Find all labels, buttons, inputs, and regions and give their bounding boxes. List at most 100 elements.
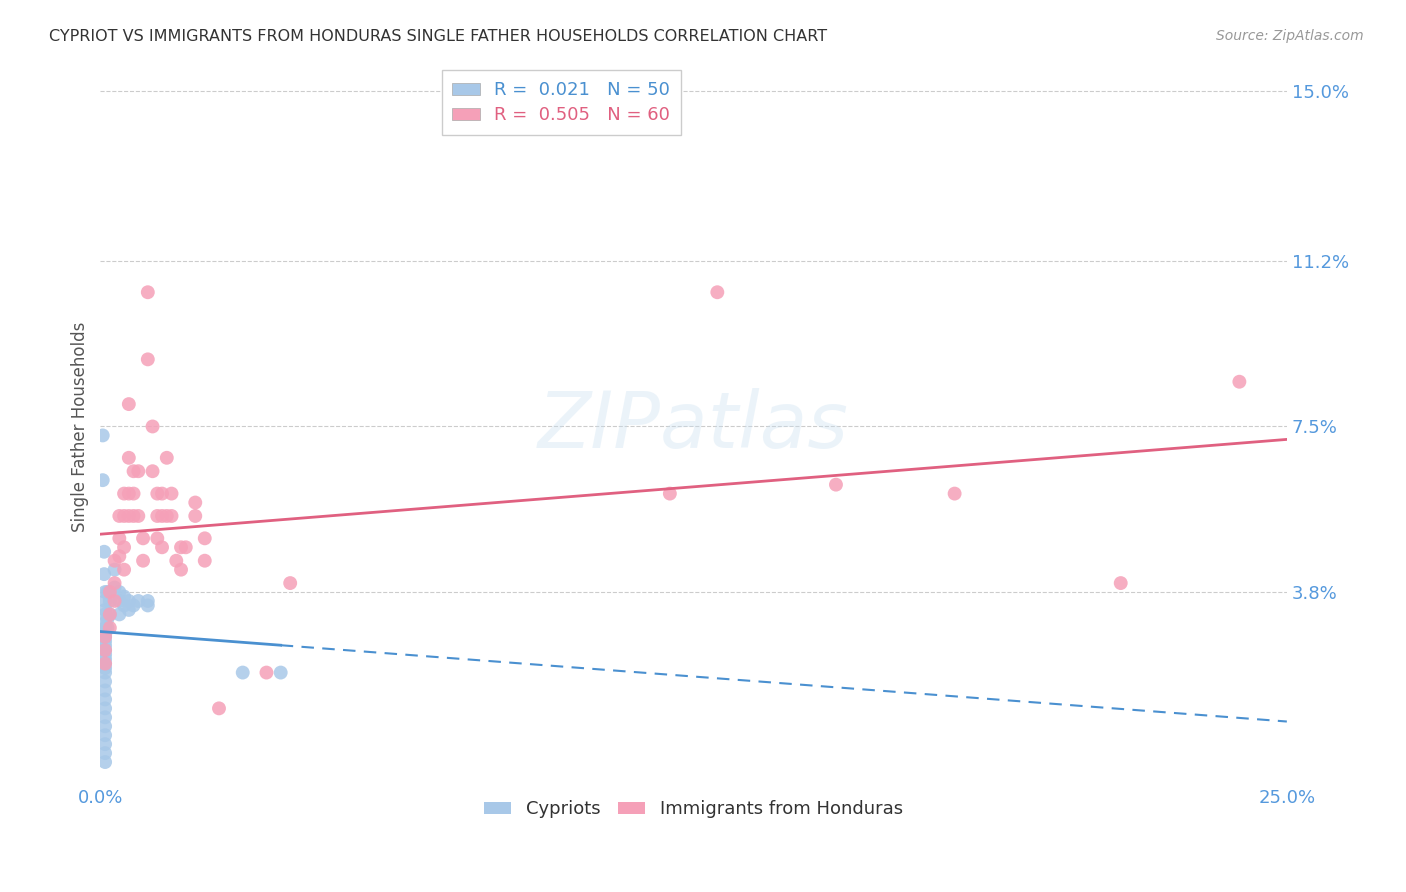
- Point: [94, 621, 117, 635]
- Point: [108, 549, 131, 564]
- Point: [103, 576, 125, 591]
- Text: Source: ZipAtlas.com: Source: ZipAtlas.com: [1216, 29, 1364, 43]
- Point: [112, 486, 135, 500]
- Point: [122, 599, 145, 613]
- Point: [118, 450, 141, 465]
- Point: [94, 616, 117, 631]
- Point: [94, 674, 117, 689]
- Point: [174, 541, 197, 555]
- Point: [94, 657, 117, 671]
- Text: ZIPatlas: ZIPatlas: [538, 389, 849, 465]
- Point: [142, 419, 165, 434]
- Point: [132, 532, 155, 546]
- Point: [94, 665, 117, 680]
- Point: [94, 648, 117, 662]
- Point: [165, 554, 187, 568]
- Point: [96, 585, 118, 599]
- Point: [136, 594, 159, 608]
- Point: [94, 639, 117, 653]
- Point: [122, 464, 145, 478]
- Point: [270, 665, 292, 680]
- Point: [94, 692, 117, 706]
- Point: [94, 634, 117, 648]
- Point: [943, 486, 966, 500]
- Point: [94, 594, 117, 608]
- Point: [103, 594, 125, 608]
- Point: [118, 594, 141, 608]
- Point: [160, 508, 183, 523]
- Point: [94, 746, 117, 760]
- Point: [94, 728, 117, 742]
- Point: [160, 486, 183, 500]
- Point: [146, 508, 169, 523]
- Point: [93, 567, 115, 582]
- Point: [93, 545, 115, 559]
- Point: [232, 665, 254, 680]
- Point: [94, 657, 117, 671]
- Point: [122, 508, 145, 523]
- Point: [112, 563, 135, 577]
- Point: [112, 508, 135, 523]
- Point: [136, 352, 159, 367]
- Y-axis label: Single Father Households: Single Father Households: [72, 321, 89, 532]
- Point: [112, 599, 135, 613]
- Point: [94, 652, 117, 666]
- Point: [96, 621, 118, 635]
- Point: [127, 594, 149, 608]
- Point: [118, 486, 141, 500]
- Point: [150, 486, 173, 500]
- Point: [103, 563, 125, 577]
- Point: [150, 541, 173, 555]
- Point: [118, 508, 141, 523]
- Point: [1109, 576, 1132, 591]
- Point: [170, 541, 193, 555]
- Point: [94, 585, 117, 599]
- Point: [658, 486, 681, 500]
- Point: [112, 541, 135, 555]
- Point: [136, 285, 159, 300]
- Point: [91, 473, 114, 487]
- Point: [194, 554, 217, 568]
- Point: [122, 486, 145, 500]
- Point: [118, 603, 141, 617]
- Point: [184, 508, 207, 523]
- Point: [98, 607, 121, 622]
- Point: [184, 495, 207, 509]
- Point: [94, 701, 117, 715]
- Point: [156, 450, 179, 465]
- Point: [98, 585, 121, 599]
- Point: [108, 508, 131, 523]
- Point: [94, 603, 117, 617]
- Point: [94, 625, 117, 640]
- Point: [108, 594, 131, 608]
- Point: [146, 532, 169, 546]
- Point: [96, 612, 118, 626]
- Point: [94, 683, 117, 698]
- Point: [132, 554, 155, 568]
- Point: [94, 630, 117, 644]
- Point: [150, 508, 173, 523]
- Point: [94, 643, 117, 657]
- Point: [194, 532, 217, 546]
- Point: [136, 599, 159, 613]
- Point: [142, 464, 165, 478]
- Point: [127, 464, 149, 478]
- Point: [98, 594, 121, 608]
- Point: [146, 486, 169, 500]
- Point: [170, 563, 193, 577]
- Point: [1227, 375, 1250, 389]
- Legend: Cypriots, Immigrants from Honduras: Cypriots, Immigrants from Honduras: [477, 793, 910, 825]
- Point: [118, 397, 141, 411]
- Text: CYPRIOT VS IMMIGRANTS FROM HONDURAS SINGLE FATHER HOUSEHOLDS CORRELATION CHART: CYPRIOT VS IMMIGRANTS FROM HONDURAS SING…: [49, 29, 827, 44]
- Point: [208, 701, 231, 715]
- Point: [825, 477, 848, 491]
- Point: [94, 643, 117, 657]
- Point: [94, 607, 117, 622]
- Point: [112, 590, 135, 604]
- Point: [156, 508, 179, 523]
- Point: [706, 285, 728, 300]
- Point: [127, 508, 149, 523]
- Point: [103, 581, 125, 595]
- Point: [108, 585, 131, 599]
- Point: [94, 710, 117, 724]
